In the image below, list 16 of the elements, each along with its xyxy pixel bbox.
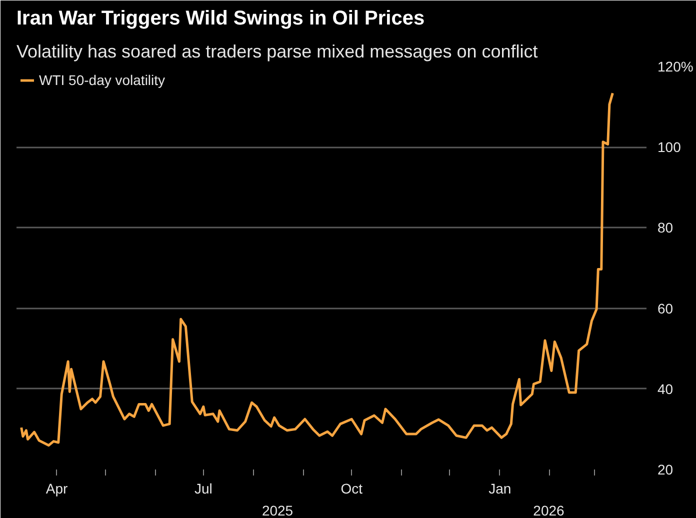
x-tick-label: Jul [194,480,212,496]
x-tick-label: Jan [488,480,512,496]
text: 2026 [533,502,565,518]
x-tick-label: Apr [46,480,68,496]
y-tick-label: 100 [658,139,682,156]
y-tick-label: 60 [658,300,674,316]
chart-title: Iran War Triggers Wild Swings in Oil Prices [16,8,425,30]
y-tick-label: 80 [658,220,674,236]
y-tick-label: 40 [658,380,674,397]
y-tick-label: 120% [658,58,694,74]
legend-label: WTI 50-day volatility [39,72,166,88]
x-tick-label: Oct [340,480,363,496]
y-tick-label: 20 [658,462,674,478]
chart-subtitle: Volatility has soared as traders parse mixed messages on conflict [16,42,538,62]
text: 2025 [262,502,294,518]
line-series [20,92,614,447]
